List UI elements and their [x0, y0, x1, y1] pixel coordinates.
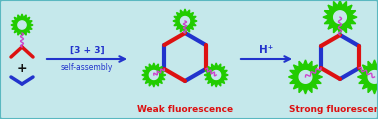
Polygon shape: [334, 11, 346, 24]
Polygon shape: [181, 17, 189, 25]
Text: Strong fluorescence: Strong fluorescence: [289, 104, 378, 114]
Text: Weak fluorescence: Weak fluorescence: [137, 104, 233, 114]
Text: self-assembly: self-assembly: [61, 63, 113, 72]
Polygon shape: [358, 60, 378, 94]
Polygon shape: [368, 71, 378, 83]
Polygon shape: [288, 60, 322, 94]
Polygon shape: [18, 21, 26, 29]
Polygon shape: [11, 14, 33, 36]
Text: +: +: [17, 62, 27, 75]
Polygon shape: [212, 71, 221, 79]
Polygon shape: [149, 71, 158, 79]
Text: [3 + 3]: [3 + 3]: [70, 46, 104, 55]
Text: H⁺: H⁺: [259, 45, 274, 55]
Polygon shape: [142, 63, 166, 87]
Polygon shape: [299, 71, 312, 83]
Polygon shape: [323, 0, 357, 34]
Polygon shape: [204, 63, 228, 87]
Polygon shape: [173, 9, 197, 33]
